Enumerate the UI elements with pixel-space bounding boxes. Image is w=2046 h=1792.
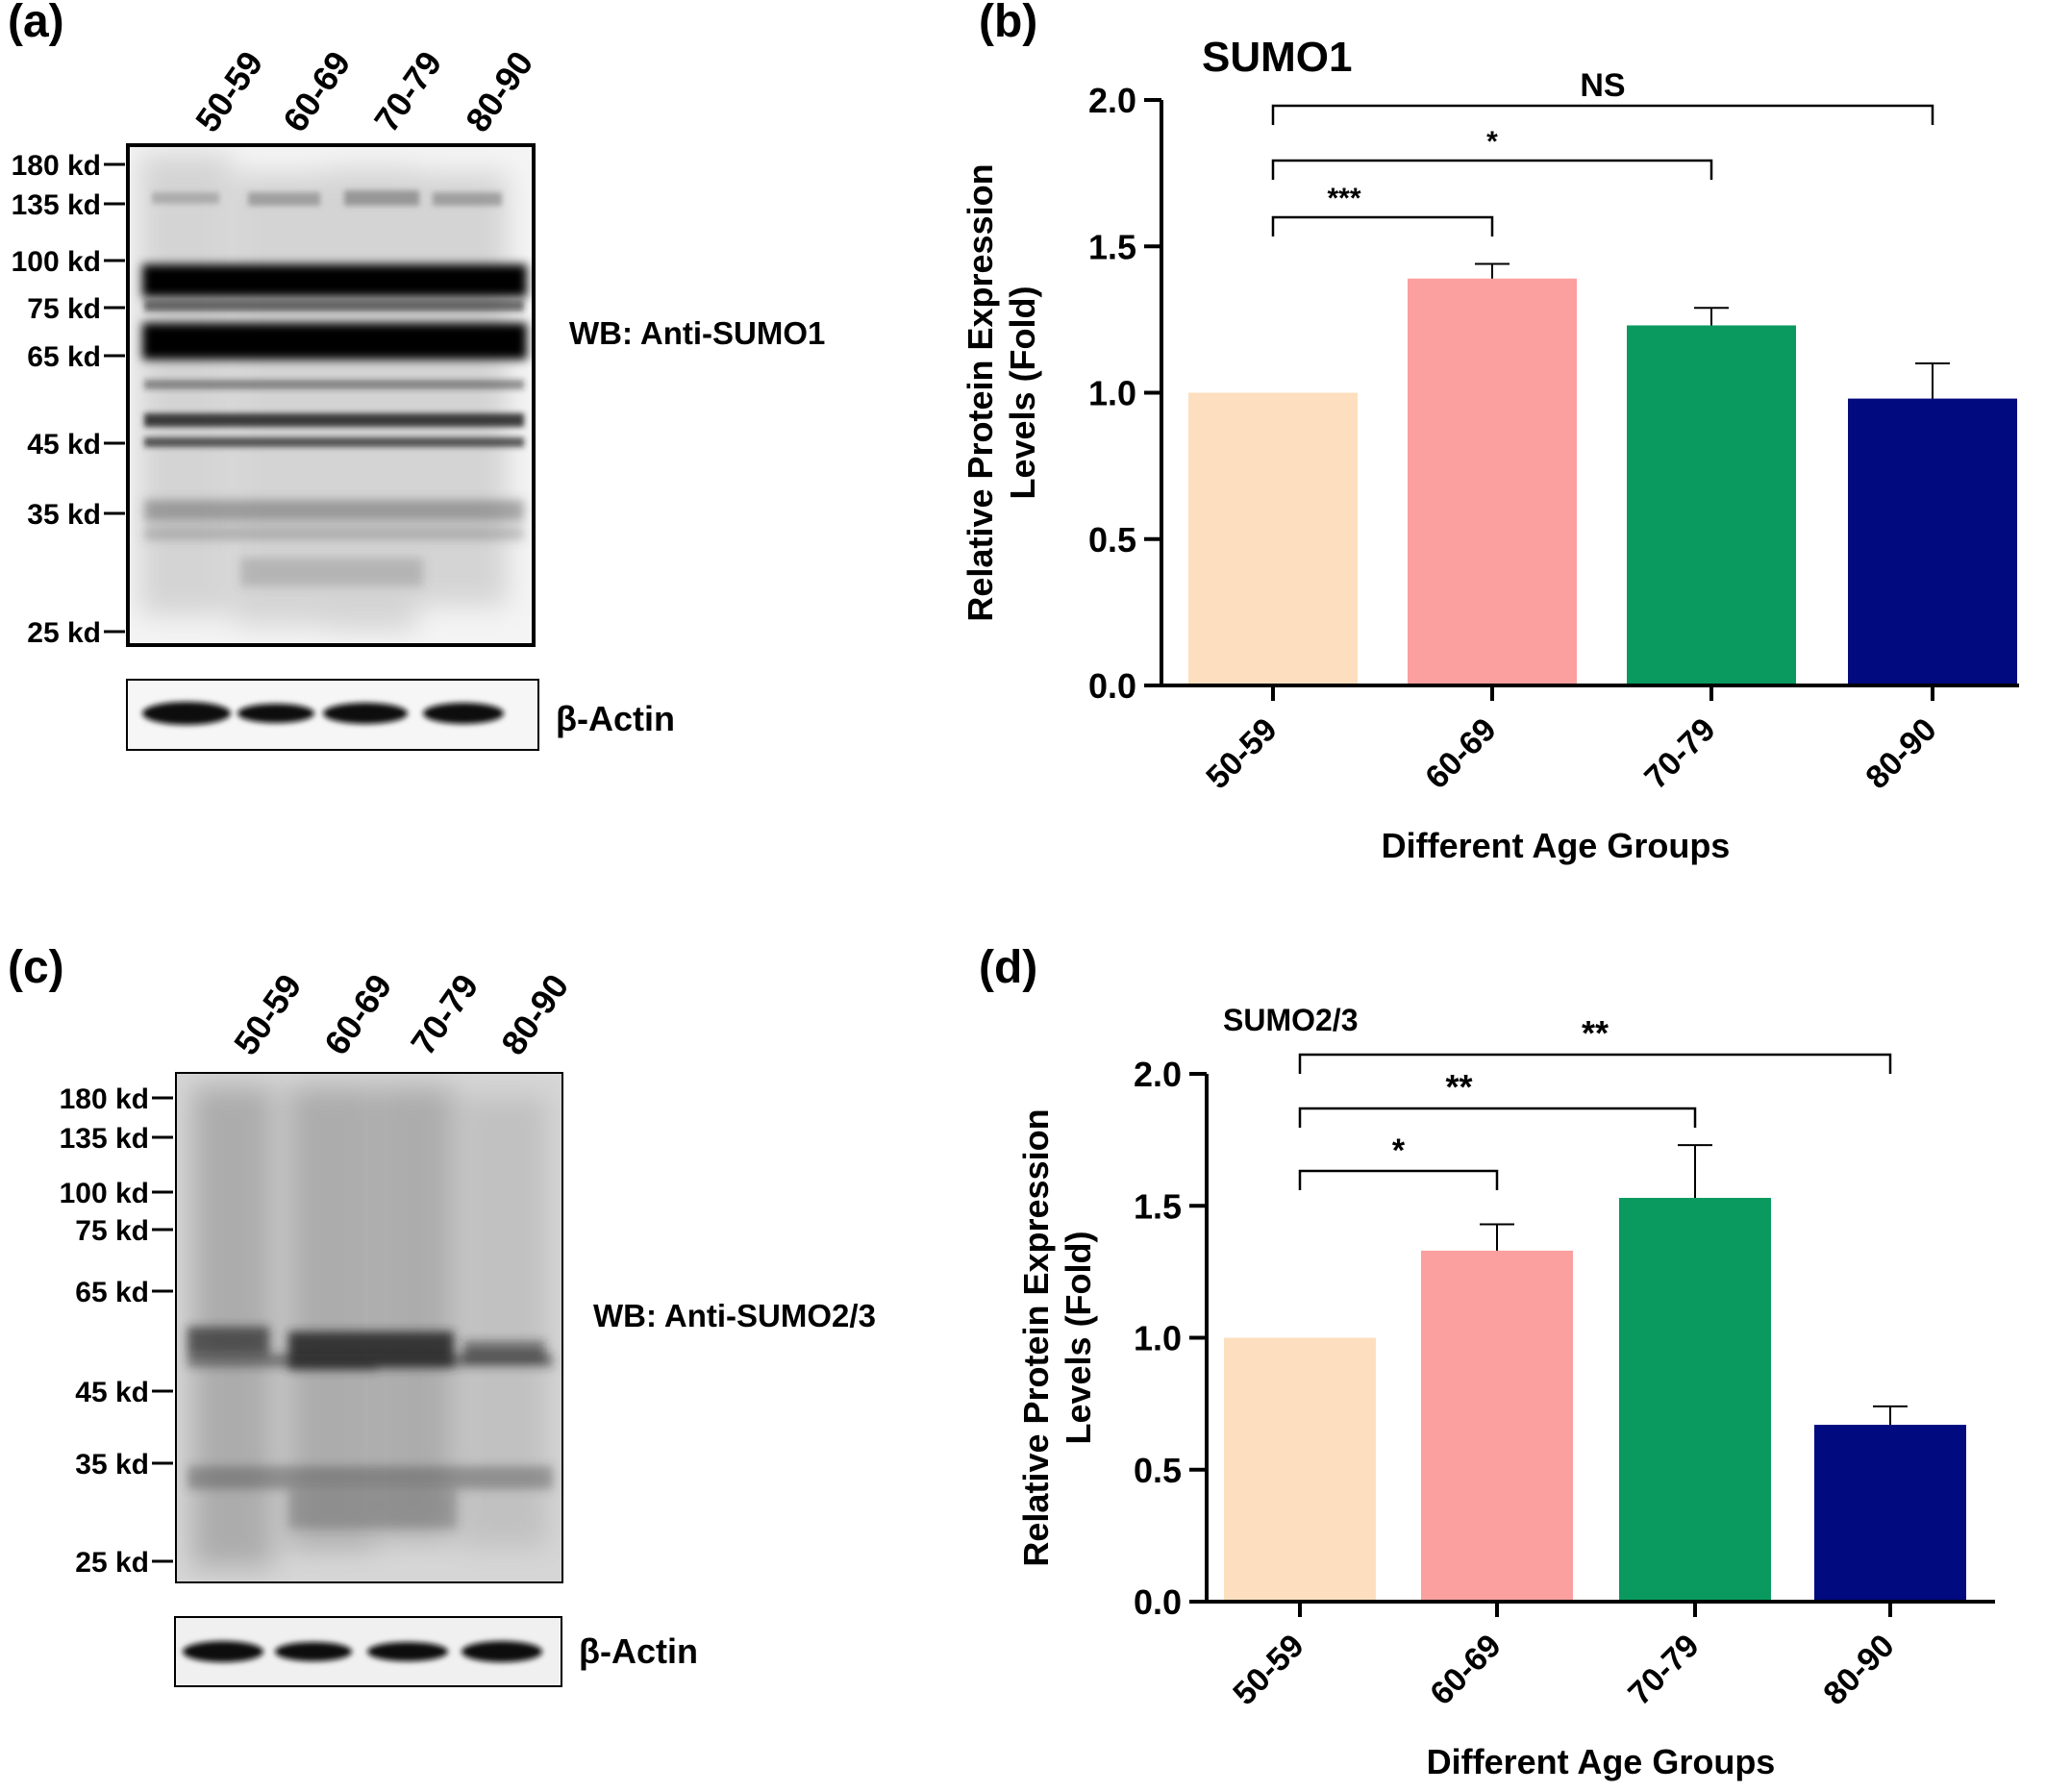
x-axis-title: Different Age Groups (1427, 1742, 1776, 1781)
y-tick-label: 0.5 (1088, 520, 1136, 560)
significance-label: ** (1445, 1067, 1472, 1107)
blot-membrane (176, 1073, 562, 1582)
x-tick-label: 60-69 (1418, 711, 1503, 796)
antibody-label: WB: Anti-SUMO2/3 (593, 1298, 876, 1333)
panel-label-b: (b) (979, 0, 1037, 47)
mw-label: 135 kd (12, 189, 101, 221)
lane-label: 70-79 (366, 44, 449, 139)
bar (1619, 1198, 1771, 1602)
mw-label: 100 kd (12, 246, 101, 278)
y-tick-label: 1.0 (1134, 1319, 1182, 1358)
mw-label: 65 kd (27, 341, 101, 373)
bar (1188, 392, 1358, 685)
y-axis-title-line: Levels (Fold) (1003, 286, 1042, 499)
bar (1627, 325, 1796, 685)
loading-label: β-Actin (556, 699, 675, 738)
x-tick-label: 80-90 (1816, 1628, 1901, 1712)
lane-label: 50-59 (226, 967, 309, 1062)
y-axis-title: Relative Protein ExpressionLevels (Fold) (1016, 1108, 1098, 1566)
bar (1224, 1337, 1376, 1602)
mw-label: 180 kd (60, 1083, 149, 1115)
chart-sumo23: SUMO2/3 0.0 0.5 1.0 1.5 2.0 50-59 60-69 70-79 80-… (1016, 1003, 1995, 1781)
panel-label-c: (c) (8, 942, 64, 993)
mw-label: 75 kd (75, 1215, 149, 1247)
significance-label: ** (1582, 1013, 1609, 1053)
y-tick-label: 1.0 (1088, 374, 1136, 413)
mw-markers: 180 kd 135 kd 100 kd 75 kd 65 kd 45 kd 3… (12, 150, 125, 649)
mw-label: 135 kd (60, 1123, 149, 1155)
chart-title: SUMO1 (1202, 34, 1352, 81)
mw-label: 75 kd (27, 293, 101, 325)
mw-label: 180 kd (12, 150, 101, 182)
chart-title: SUMO2/3 (1223, 1003, 1358, 1037)
y-axis-title: Relative Protein ExpressionLevels (Fold) (961, 163, 1042, 621)
actin-blot (127, 680, 538, 750)
y-axis-title-line: Levels (Fold) (1059, 1231, 1098, 1444)
mw-label: 35 kd (75, 1449, 149, 1481)
lane-label: 80-90 (493, 967, 576, 1062)
blot-sumo23: 50-59 60-69 70-79 80-90 (60, 967, 876, 1687)
mw-label: 65 kd (75, 1277, 149, 1308)
x-tick-label: 70-79 (1637, 711, 1722, 796)
y-tick-label: 0.5 (1134, 1451, 1182, 1490)
bar (1814, 1425, 1966, 1602)
significance-bracket (1298, 1053, 1892, 1074)
y-tick-label: 2.0 (1088, 81, 1136, 120)
panel-label-a: (a) (8, 0, 64, 47)
x-axis-title: Different Age Groups (1382, 826, 1731, 865)
significance-bracket (1271, 159, 1713, 180)
mw-markers: 180 kd 135 kd 100 kd 75 kd 65 kd 45 kd 3… (60, 1083, 173, 1579)
significance-label: * (1486, 126, 1498, 158)
bar (1408, 278, 1577, 685)
y-tick-label: 1.5 (1088, 227, 1136, 266)
mw-label: 45 kd (27, 429, 101, 460)
mw-label: 100 kd (60, 1178, 149, 1209)
chart-sumo1: SUMO1 0.0 0.5 1.0 1.5 2.0 50-59 60-69 70-79 80-90… (961, 34, 2019, 865)
significance-bracket (1271, 215, 1494, 236)
lane-label: 60-69 (275, 44, 358, 139)
bar (1848, 398, 2017, 685)
lane-label: 80-90 (458, 44, 540, 139)
lane-label: 50-59 (187, 44, 270, 139)
x-tick-label: 80-90 (1859, 711, 1943, 796)
y-tick-label: 0.0 (1088, 666, 1136, 706)
blot-border (126, 143, 536, 647)
mw-label: 25 kd (75, 1547, 149, 1579)
significance-bracket (1298, 1107, 1697, 1128)
significance-label: * (1392, 1132, 1406, 1169)
significance-bracket (1271, 104, 1934, 125)
blot-border (175, 1072, 563, 1583)
antibody-label: WB: Anti-SUMO1 (569, 315, 825, 351)
x-tick-label: 50-59 (1226, 1628, 1310, 1712)
y-axis-title-line: Relative Protein Expression (961, 163, 1000, 621)
significance-label: *** (1327, 183, 1360, 214)
loading-label: β-Actin (579, 1631, 698, 1671)
x-tick-label: 50-59 (1199, 711, 1284, 796)
y-tick-label: 0.0 (1134, 1582, 1182, 1622)
blot-sumo1: 50-59 60-69 70-79 80-90 (12, 44, 825, 751)
mw-label: 25 kd (27, 617, 101, 649)
y-tick-label: 1.5 (1134, 1186, 1182, 1226)
x-tick-label: 70-79 (1621, 1628, 1706, 1712)
actin-blot (175, 1617, 561, 1686)
bar (1421, 1250, 1573, 1602)
lane-label: 70-79 (403, 967, 486, 1062)
mw-label: 45 kd (75, 1377, 149, 1408)
panel-label-d: (d) (979, 942, 1037, 993)
significance-bracket (1298, 1169, 1499, 1190)
significance-label: NS (1580, 67, 1625, 104)
lane-label: 60-69 (316, 967, 399, 1062)
x-tick-label: 60-69 (1423, 1628, 1508, 1712)
mw-label: 35 kd (27, 499, 101, 531)
blot-membrane (128, 145, 534, 645)
actin-border (126, 679, 539, 751)
actin-border (174, 1616, 562, 1687)
y-axis-title-line: Relative Protein Expression (1016, 1108, 1056, 1566)
y-tick-label: 2.0 (1134, 1055, 1182, 1094)
